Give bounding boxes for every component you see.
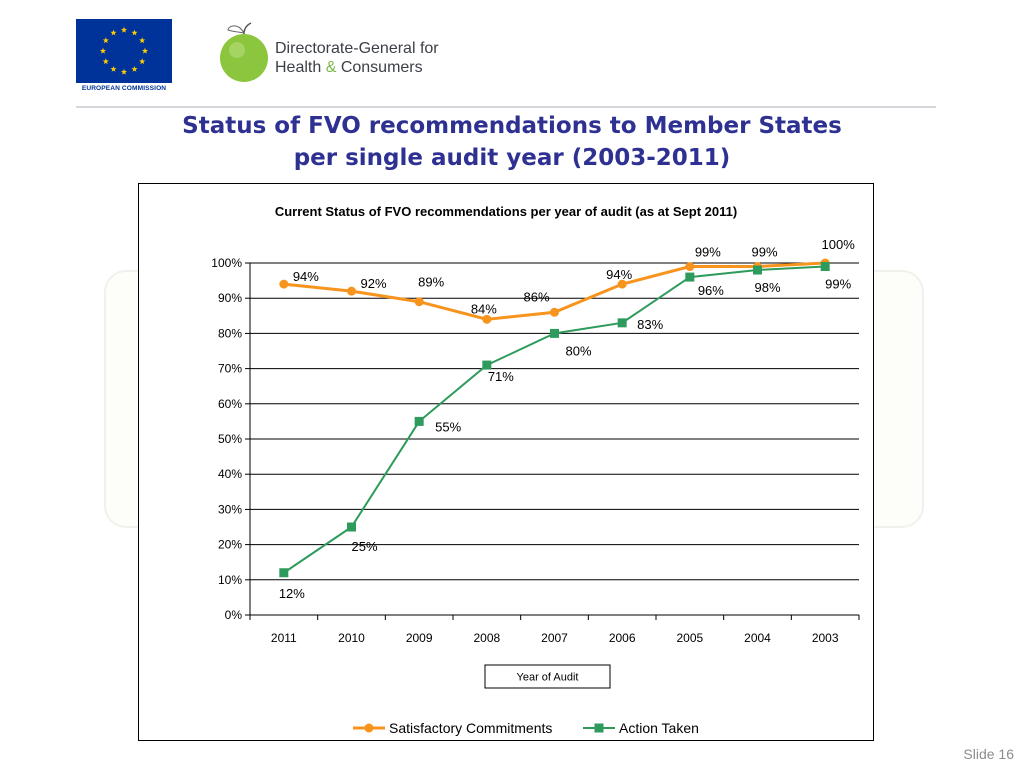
eu-star-icon xyxy=(139,58,146,65)
x-tick-label: 2003 xyxy=(812,631,839,645)
satisfactory-data-label: 92% xyxy=(360,276,386,291)
action-data-label: 55% xyxy=(435,419,461,434)
line-chart: Current Status of FVO recommendations pe… xyxy=(211,204,860,736)
satisfactory-data-label: 89% xyxy=(418,275,444,290)
action-data-label: 71% xyxy=(488,369,514,384)
action-point xyxy=(685,272,695,282)
eu-star-icon xyxy=(120,68,128,75)
eu-star-icon xyxy=(110,65,117,72)
eu-stars-icon xyxy=(99,26,149,75)
y-tick-label: 70% xyxy=(218,362,242,376)
eu-star-icon xyxy=(99,47,107,54)
satisfactory-point xyxy=(414,297,424,307)
satisfactory-point xyxy=(279,279,289,289)
satisfactory-data-label: 94% xyxy=(606,267,632,282)
x-tick-label: 2011 xyxy=(271,631,297,645)
action-point xyxy=(347,522,356,532)
eu-star-icon xyxy=(139,37,146,44)
action-data-label: 98% xyxy=(754,280,780,295)
legend-satisfactory-marker xyxy=(364,723,374,733)
action-point xyxy=(550,328,559,338)
satisfactory-point xyxy=(347,286,356,296)
slide-number: Slide 16 xyxy=(963,746,1014,762)
y-tick-label: 0% xyxy=(225,608,243,622)
x-tick-label: 2006 xyxy=(609,631,636,645)
action-data-label: 80% xyxy=(565,343,591,358)
y-tick-label: 60% xyxy=(218,397,242,411)
action-data-label: 12% xyxy=(279,586,305,601)
action-point xyxy=(617,318,627,328)
slide-title-line2: per single audit year (2003-2011) xyxy=(293,145,731,171)
y-tick-label: 30% xyxy=(218,502,242,516)
legend-satisfactory-label: Satisfactory Commitments xyxy=(389,720,552,736)
action-data-label: 83% xyxy=(637,317,663,332)
dg-health-consumers-logo: Directorate-General for Health & Consume… xyxy=(214,20,464,90)
satisfactory-data-label: 99% xyxy=(695,245,721,260)
european-commission-logo: EUROPEAN COMMISSION xyxy=(76,19,172,95)
eu-flag-icon xyxy=(76,19,172,83)
x-tick-label: 2004 xyxy=(744,631,771,645)
satisfactory-data-label: 100% xyxy=(822,237,856,252)
dg-title-line2: Health & Consumers xyxy=(275,59,423,77)
chart-frame: Current Status of FVO recommendations pe… xyxy=(138,183,874,741)
eu-star-icon xyxy=(102,58,109,65)
action-data-label: 25% xyxy=(351,539,377,554)
action-data-label: 96% xyxy=(698,283,724,298)
x-tick-label: 2010 xyxy=(338,631,365,645)
x-tick-label: 2007 xyxy=(541,631,568,645)
x-axis-title: Year of Audit xyxy=(517,672,579,684)
action-point xyxy=(482,360,492,370)
legend-action-marker xyxy=(594,723,604,733)
dg-ampersand: & xyxy=(325,59,337,76)
slide-title: Status of FVO recommendations to Member … xyxy=(60,110,964,174)
x-tick-label: 2008 xyxy=(473,631,500,645)
satisfactory-point xyxy=(550,307,559,317)
eu-star-icon xyxy=(120,26,128,33)
dg-title-line1: Directorate-General for xyxy=(275,40,439,57)
y-tick-label: 10% xyxy=(218,573,242,587)
apple-leaf-icon xyxy=(220,22,268,82)
legend-action-label: Action Taken xyxy=(619,720,699,736)
action-point xyxy=(414,416,424,426)
action-point xyxy=(820,262,830,272)
action-point xyxy=(279,568,289,578)
y-tick-label: 90% xyxy=(218,291,242,305)
x-tick-label: 2009 xyxy=(406,631,433,645)
x-tick-label: 2005 xyxy=(676,631,703,645)
satisfactory-data-label: 94% xyxy=(293,269,319,284)
eu-star-icon xyxy=(131,65,138,72)
satisfactory-point xyxy=(685,262,695,272)
y-tick-label: 20% xyxy=(218,538,242,552)
eu-star-icon xyxy=(131,29,138,36)
slide-title-line1: Status of FVO recommendations to Member … xyxy=(182,113,842,139)
satisfactory-data-label: 84% xyxy=(471,301,497,316)
eu-star-icon xyxy=(110,29,117,36)
action-data-label: 99% xyxy=(825,277,851,292)
eu-star-icon xyxy=(102,37,109,44)
x-axis-title-box xyxy=(484,664,611,689)
y-tick-label: 80% xyxy=(218,326,242,340)
eu-star-icon xyxy=(141,47,149,54)
header-divider xyxy=(76,106,936,108)
dg-health: Health xyxy=(275,59,322,76)
satisfactory-point xyxy=(482,314,492,324)
satisfactory-point xyxy=(617,279,627,289)
eu-caption: EUROPEAN COMMISSION xyxy=(81,85,167,92)
satisfactory-data-label: 99% xyxy=(751,245,777,260)
y-tick-label: 100% xyxy=(211,256,242,270)
y-tick-label: 50% xyxy=(218,432,242,446)
chart-title: Current Status of FVO recommendations pe… xyxy=(275,204,737,219)
action-point xyxy=(753,265,762,275)
satisfactory-data-label: 86% xyxy=(523,289,549,304)
dg-consumers: Consumers xyxy=(340,59,423,76)
y-tick-label: 40% xyxy=(218,467,242,481)
